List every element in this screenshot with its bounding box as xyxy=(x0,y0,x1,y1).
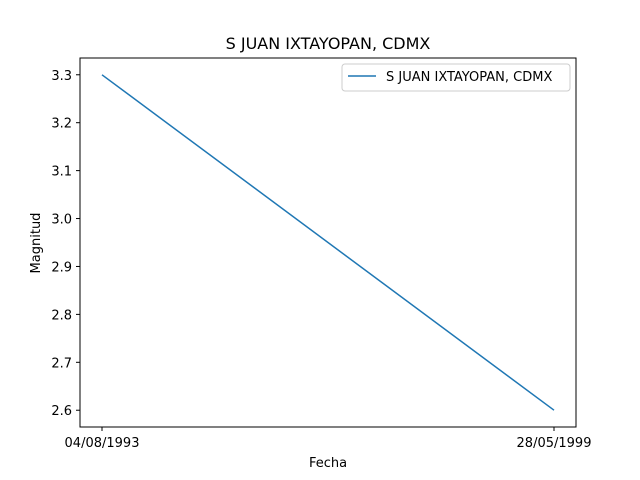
series-line xyxy=(101,74,555,411)
y-axis-label: Magnitud xyxy=(29,213,44,274)
y-tick-label: 3.1 xyxy=(51,165,72,180)
chart-title: S JUAN IXTAYOPAN, CDMX xyxy=(226,34,431,53)
y-tick-label: 2.9 xyxy=(51,260,72,275)
legend: S JUAN IXTAYOPAN, CDMX xyxy=(341,63,571,92)
x-tick-label: 04/08/1993 xyxy=(65,436,140,451)
y-tick-label: 2.7 xyxy=(51,356,72,371)
plot-frame xyxy=(79,57,577,428)
x-axis-ticks: 04/08/1993 28/05/1999 xyxy=(65,427,592,451)
series-layer xyxy=(101,74,555,411)
y-tick-label: 2.8 xyxy=(51,308,72,323)
legend-box xyxy=(341,63,571,92)
x-tick-label: 28/05/1999 xyxy=(517,436,592,451)
y-tick-label: 2.6 xyxy=(51,404,72,419)
y-axis-ticks: 2.6 2.7 2.8 2.9 3.0 3.1 3.2 3.3 xyxy=(51,69,80,419)
legend-label: S JUAN IXTAYOPAN, CDMX xyxy=(386,70,552,85)
x-axis-label: Fecha xyxy=(309,456,347,471)
y-tick-label: 3.0 xyxy=(51,213,72,228)
y-tick-label: 3.2 xyxy=(51,117,72,132)
y-tick-label: 3.3 xyxy=(51,69,72,84)
